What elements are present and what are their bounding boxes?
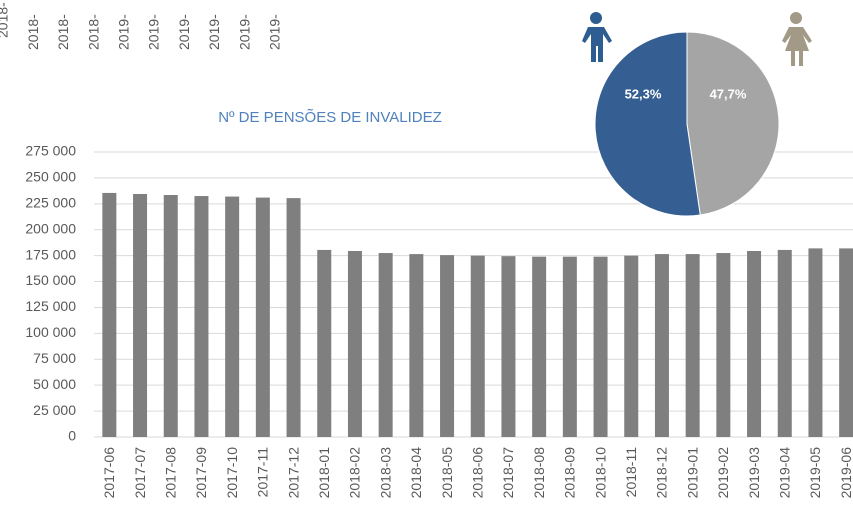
bar xyxy=(347,250,362,437)
y-tick-label: 0 xyxy=(68,428,76,444)
y-tick-label: 50 000 xyxy=(33,376,76,392)
x-tick-label: 2018-05 xyxy=(439,447,455,499)
x-tick-label: 2017-07 xyxy=(132,447,148,499)
bar xyxy=(839,248,853,437)
x-tick-label: 2018-02 xyxy=(347,447,363,499)
bar xyxy=(747,250,762,437)
bar xyxy=(409,254,424,437)
bar xyxy=(470,255,485,437)
bar xyxy=(532,256,547,437)
male-icon xyxy=(582,12,612,62)
bar xyxy=(562,256,577,437)
y-tick-label: 175 000 xyxy=(25,246,76,262)
cropped-label: 2018- xyxy=(0,2,11,38)
cropped-label: 2019- xyxy=(206,14,222,50)
x-tick-label: 2017-10 xyxy=(224,447,240,499)
pie-label: 47,7% xyxy=(710,86,747,101)
female-icon xyxy=(782,12,812,66)
x-tick-label: 2018-07 xyxy=(500,447,516,499)
x-tick-label: 2017-09 xyxy=(193,447,209,499)
pie-slice xyxy=(594,31,701,217)
y-tick-label: 125 000 xyxy=(25,298,76,314)
x-tick-label: 2018-09 xyxy=(562,447,578,499)
x-tick-label: 2018-06 xyxy=(469,447,485,499)
y-tick-label: 75 000 xyxy=(33,350,76,366)
bar xyxy=(501,256,516,437)
bar xyxy=(808,248,823,437)
x-tick-label: 2019-06 xyxy=(838,447,853,499)
x-tick-label: 2017-06 xyxy=(101,447,117,499)
chart-title: Nº DE PENSÕES DE INVALIDEZ xyxy=(218,109,442,126)
x-tick-label: 2019-02 xyxy=(715,447,731,499)
x-tick-label: 2018-03 xyxy=(377,447,393,499)
bar xyxy=(716,253,731,437)
x-tick-label: 2017-12 xyxy=(285,447,301,499)
pie-slice xyxy=(686,31,780,216)
bar xyxy=(777,249,792,437)
bar xyxy=(685,254,700,437)
x-tick-label: 2018-10 xyxy=(592,447,608,499)
x-tick-label: 2019-05 xyxy=(807,447,823,499)
bar xyxy=(225,196,240,437)
bar xyxy=(255,197,270,437)
bar xyxy=(317,249,332,437)
cropped-label: 2018- xyxy=(25,14,41,50)
cropped-label: 2019- xyxy=(146,14,162,50)
y-tick-label: 250 000 xyxy=(25,169,76,185)
bar xyxy=(163,195,178,437)
x-tick-label: 2017-08 xyxy=(162,447,178,499)
x-tick-label: 2018-08 xyxy=(531,447,547,499)
y-tick-label: 200 000 xyxy=(25,220,76,236)
cropped-label: 2018- xyxy=(85,14,101,50)
bar xyxy=(440,255,455,437)
bar xyxy=(624,255,639,437)
y-tick-label: 25 000 xyxy=(33,402,76,418)
cropped-label: 2019- xyxy=(176,14,192,50)
y-tick-label: 150 000 xyxy=(25,272,76,288)
cropped-label: 2019- xyxy=(267,14,283,50)
pie-label: 52,3% xyxy=(625,86,662,101)
x-tick-label: 2019-01 xyxy=(684,447,700,499)
x-tick-label: 2017-11 xyxy=(255,447,271,498)
bar xyxy=(194,196,209,437)
cropped-label: 2018- xyxy=(55,14,71,50)
x-tick-label: 2018-01 xyxy=(316,447,332,499)
x-tick-label: 2018-04 xyxy=(408,447,424,499)
bar xyxy=(654,254,669,437)
cropped-label: 2019- xyxy=(236,14,252,50)
y-tick-label: 225 000 xyxy=(25,195,76,211)
x-tick-label: 2018-11 xyxy=(623,447,639,498)
x-tick-label: 2019-04 xyxy=(776,447,792,499)
x-tick-label: 2018-12 xyxy=(654,447,670,499)
bar xyxy=(593,256,608,437)
y-tick-label: 100 000 xyxy=(25,324,76,340)
bar xyxy=(133,193,148,437)
bar xyxy=(286,198,301,437)
y-tick-label: 275 000 xyxy=(25,143,76,159)
x-tick-label: 2019-03 xyxy=(746,447,762,499)
bar xyxy=(378,253,393,437)
bar xyxy=(102,192,117,437)
cropped-label: 2019- xyxy=(116,14,132,50)
